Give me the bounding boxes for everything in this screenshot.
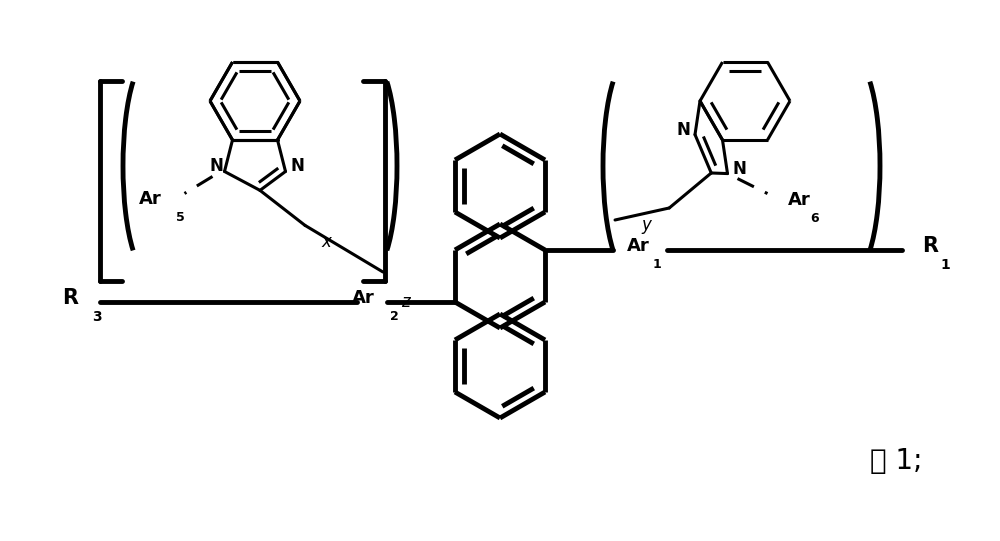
Text: Ar: Ar [788,190,810,209]
Text: Ar: Ar [139,190,161,208]
Text: z: z [401,293,410,311]
Text: R: R [62,288,78,308]
Text: N: N [291,157,304,175]
Text: 1: 1 [653,258,662,271]
Text: 3: 3 [92,310,102,324]
Text: R: R [922,236,938,256]
Text: 2: 2 [390,310,399,323]
Text: N: N [733,160,746,177]
Text: x: x [321,233,331,252]
Text: 1: 1 [940,258,950,272]
Text: y: y [641,216,651,234]
Text: 6: 6 [810,212,819,225]
Text: 式 1;: 式 1; [870,447,922,475]
Text: Ar: Ar [352,289,375,307]
Text: 5: 5 [176,212,185,225]
Text: N: N [676,121,690,138]
Text: Ar: Ar [627,237,650,255]
Text: N: N [210,157,223,175]
